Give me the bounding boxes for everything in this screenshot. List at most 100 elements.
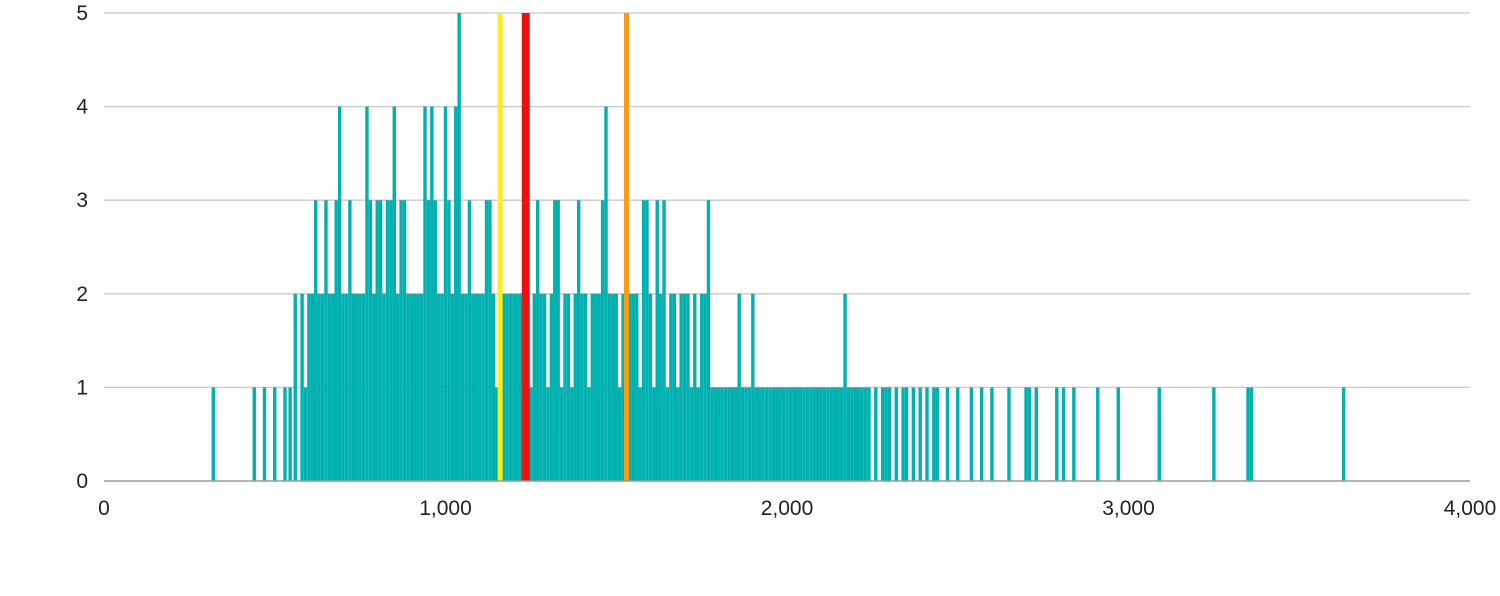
bar-24 (358, 293, 362, 481)
bar-137 (744, 387, 748, 481)
bar-85 (566, 293, 571, 481)
bar-101 (621, 293, 625, 481)
bar-133 (730, 387, 735, 481)
bar-132 (727, 387, 731, 481)
bar-9 (307, 293, 311, 481)
bar-5 (288, 387, 292, 481)
bar-3 (273, 387, 277, 481)
y-tick-label-4: 4 (76, 96, 88, 119)
bar-194 (1034, 387, 1039, 481)
bar-37 (402, 200, 407, 481)
bar-7 (300, 293, 304, 481)
bar-107 (641, 200, 646, 481)
bar-49 (443, 106, 448, 481)
bar-136 (740, 387, 745, 481)
bar-167 (846, 387, 851, 481)
bar-50 (447, 200, 451, 481)
bar-54 (460, 293, 465, 481)
y-tick-label-0: 0 (76, 470, 88, 493)
x-tick-labels: 0 1,000 2,000 3,000 4,000 (98, 497, 1496, 520)
bar-47 (436, 293, 441, 481)
bar-63 (491, 293, 496, 481)
bar-61 (484, 200, 489, 481)
bar-181 (911, 387, 916, 481)
bar-80 (549, 293, 554, 481)
bar-127 (710, 387, 714, 481)
bar-81 (553, 200, 557, 481)
bar-70 (515, 293, 519, 481)
bar-67 (505, 293, 509, 481)
bar-4 (283, 387, 287, 481)
bar-59 (477, 293, 482, 481)
bar-96 (604, 106, 608, 481)
bar-39 (409, 293, 414, 481)
bar-149 (785, 387, 789, 481)
bar-144 (768, 387, 772, 481)
bar-87 (573, 293, 577, 481)
bar-108 (645, 200, 649, 481)
bar-157 (812, 387, 817, 481)
bar-201 (1212, 387, 1216, 481)
x-tick-label-4000: 4,000 (1444, 497, 1497, 520)
bar-66 (501, 293, 506, 481)
bar-34 (392, 106, 396, 481)
x-tick-label-0: 0 (98, 497, 110, 520)
bar-186 (945, 387, 950, 481)
bar-140 (754, 387, 758, 481)
bar-25 (361, 293, 366, 481)
bar-64 (495, 387, 499, 481)
bar-156 (809, 387, 813, 481)
bar-103 (628, 293, 632, 481)
bar-38 (406, 293, 410, 481)
bar-13 (320, 293, 325, 481)
bar-196 (1061, 387, 1066, 481)
bar-95 (600, 200, 605, 481)
bar-77 (539, 293, 543, 481)
bar-56 (467, 200, 472, 481)
bar-146 (775, 387, 779, 481)
bar-26 (365, 106, 369, 481)
bar-93 (594, 293, 598, 481)
bar-179 (901, 387, 905, 481)
bar-193 (1027, 387, 1032, 481)
bar-8 (303, 387, 308, 481)
bar-22 (351, 293, 356, 481)
bar-164 (836, 387, 840, 481)
bar-100 (617, 387, 622, 481)
bar-19 (341, 293, 345, 481)
bar-203 (1249, 387, 1254, 481)
bar-125 (703, 293, 707, 481)
bar-98 (611, 293, 615, 481)
bar-120 (686, 293, 690, 481)
y-tick-label-5: 5 (76, 2, 88, 25)
bar-16 (331, 293, 335, 481)
bar-74 (529, 387, 533, 481)
bar-183 (925, 387, 929, 481)
bar-18 (337, 106, 342, 481)
bar-116 (672, 293, 677, 481)
bar-187 (956, 387, 960, 481)
bar-190 (990, 387, 994, 481)
bar-145 (771, 387, 776, 481)
bar-94 (597, 293, 601, 481)
bar-154 (802, 387, 806, 481)
bar-185 (935, 387, 939, 481)
bar-17 (334, 200, 338, 481)
bar-169 (853, 387, 858, 481)
bar-166 (843, 293, 847, 481)
bar-173 (867, 387, 871, 481)
bar-29 (375, 200, 379, 481)
bar-126 (706, 200, 711, 481)
bar-141 (757, 387, 762, 481)
bar-123 (696, 387, 700, 481)
reference-lines (497, 13, 629, 481)
bar-138 (747, 387, 752, 481)
bar-139 (751, 293, 755, 481)
bar-143 (764, 387, 769, 481)
bar-175 (880, 387, 885, 481)
bar-76 (535, 200, 540, 481)
y-tick-labels: 0 1 2 3 4 5 (76, 2, 88, 493)
bar-15 (327, 293, 332, 481)
bar-121 (689, 387, 694, 481)
bar-131 (723, 387, 728, 481)
